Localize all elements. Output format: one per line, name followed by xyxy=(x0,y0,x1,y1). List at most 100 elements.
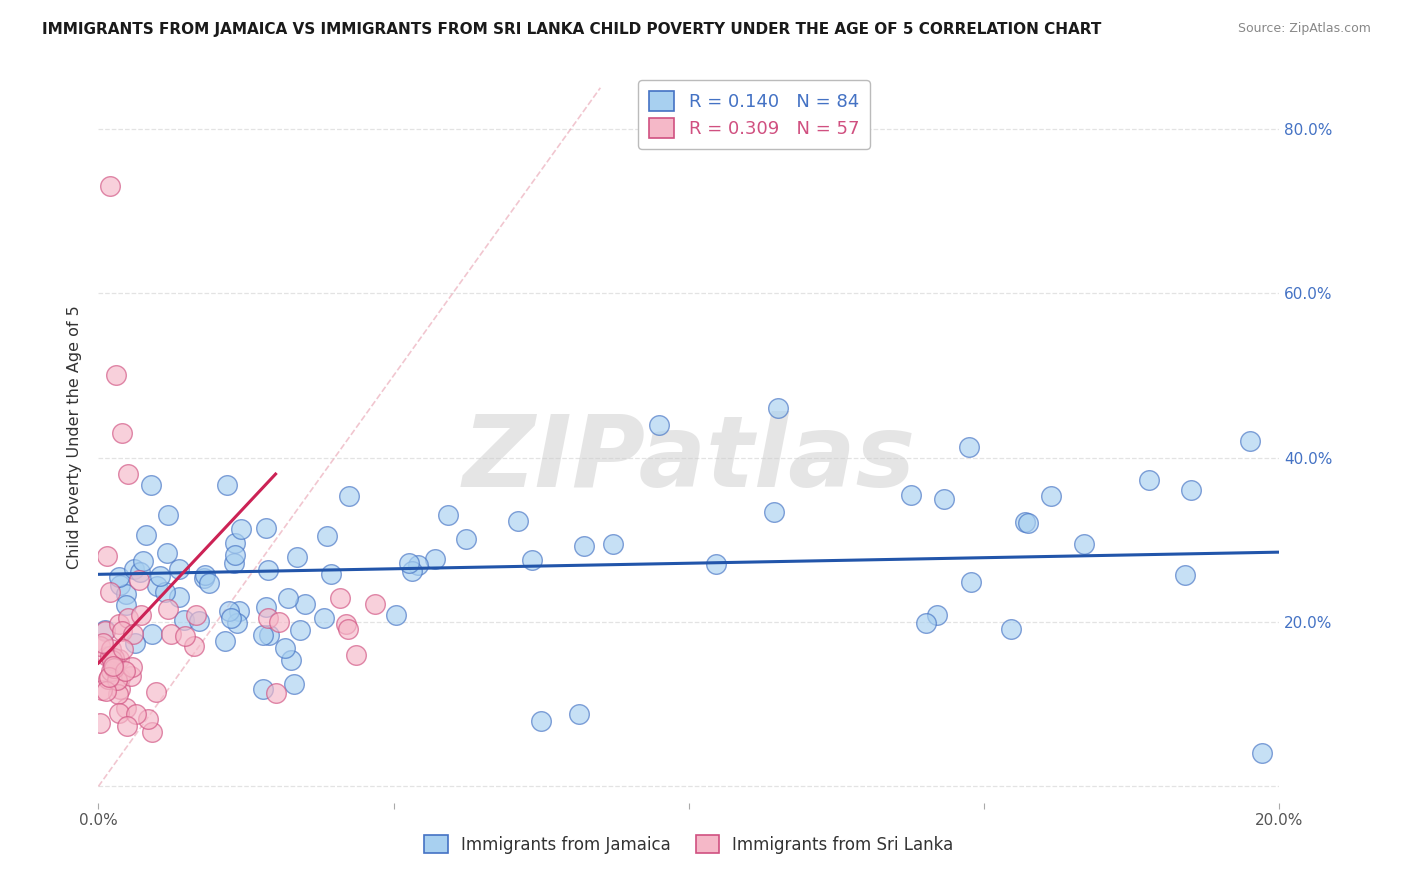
Point xyxy=(285,550,308,565)
Point xyxy=(108,671,131,685)
Point xyxy=(254,521,277,535)
Point xyxy=(114,700,136,714)
Point xyxy=(167,562,190,576)
Point xyxy=(915,616,938,631)
Point xyxy=(112,641,135,656)
Point xyxy=(100,642,122,657)
Point xyxy=(98,585,121,599)
Point xyxy=(602,537,624,551)
Point xyxy=(136,713,159,727)
Point xyxy=(103,661,125,675)
Point xyxy=(110,682,132,697)
Point xyxy=(1000,622,1022,636)
Point xyxy=(226,615,249,630)
Point xyxy=(145,685,167,699)
Point xyxy=(572,539,595,553)
Point xyxy=(1073,536,1095,550)
Point xyxy=(124,636,146,650)
Point xyxy=(193,571,215,585)
Point xyxy=(252,628,274,642)
Point xyxy=(141,724,163,739)
Point xyxy=(1239,434,1261,449)
Point xyxy=(141,627,163,641)
Point xyxy=(385,607,408,622)
Point xyxy=(155,584,177,599)
Point xyxy=(98,179,121,194)
Point xyxy=(934,492,956,507)
Point xyxy=(107,706,129,720)
Point xyxy=(101,658,124,673)
Point xyxy=(704,557,727,571)
Point xyxy=(215,478,238,492)
Point xyxy=(103,650,125,665)
Point xyxy=(135,528,157,542)
Point xyxy=(124,706,146,721)
Point xyxy=(157,508,180,522)
Point xyxy=(257,628,280,642)
Point xyxy=(763,505,786,519)
Point xyxy=(121,627,143,641)
Point xyxy=(329,591,352,605)
Point xyxy=(294,597,316,611)
Point xyxy=(132,554,155,568)
Point xyxy=(128,565,150,579)
Point xyxy=(900,488,922,502)
Text: ZIPatlas: ZIPatlas xyxy=(463,410,915,508)
Point xyxy=(520,553,543,567)
Point xyxy=(224,536,246,550)
Legend: Immigrants from Jamaica, Immigrants from Sri Lanka: Immigrants from Jamaica, Immigrants from… xyxy=(418,829,960,860)
Point xyxy=(344,648,367,662)
Point xyxy=(214,634,236,648)
Point xyxy=(274,641,297,656)
Point xyxy=(122,562,145,576)
Point xyxy=(254,599,277,614)
Y-axis label: Child Poverty Under the Age of 5: Child Poverty Under the Age of 5 xyxy=(67,305,83,569)
Point xyxy=(960,575,983,590)
Point xyxy=(173,629,195,643)
Point xyxy=(97,670,120,684)
Point xyxy=(146,579,169,593)
Text: Source: ZipAtlas.com: Source: ZipAtlas.com xyxy=(1237,22,1371,36)
Point xyxy=(184,608,207,623)
Point xyxy=(264,686,287,700)
Point xyxy=(1180,483,1202,498)
Point xyxy=(406,558,429,573)
Point xyxy=(107,688,129,702)
Point xyxy=(530,714,553,728)
Point xyxy=(100,664,122,678)
Point xyxy=(121,660,143,674)
Point xyxy=(89,640,111,654)
Point xyxy=(1174,567,1197,582)
Point xyxy=(96,549,118,564)
Point xyxy=(194,568,217,582)
Point xyxy=(105,368,128,383)
Point xyxy=(218,604,240,618)
Point xyxy=(149,569,172,583)
Point xyxy=(105,673,128,687)
Point xyxy=(97,672,120,686)
Point xyxy=(1017,516,1039,530)
Point xyxy=(280,652,302,666)
Point xyxy=(108,569,131,583)
Point xyxy=(228,604,250,618)
Point xyxy=(141,478,163,492)
Point xyxy=(98,648,121,663)
Point xyxy=(90,682,112,697)
Point xyxy=(117,611,139,625)
Point xyxy=(128,574,150,588)
Point xyxy=(319,566,342,581)
Point xyxy=(256,611,278,625)
Point xyxy=(187,615,209,629)
Point xyxy=(337,489,360,503)
Point xyxy=(108,617,131,632)
Point xyxy=(94,684,117,698)
Point xyxy=(648,417,671,432)
Point xyxy=(423,551,446,566)
Point xyxy=(437,508,460,522)
Point xyxy=(167,591,190,605)
Point xyxy=(89,716,111,731)
Point xyxy=(160,626,183,640)
Point xyxy=(336,623,359,637)
Text: IMMIGRANTS FROM JAMAICA VS IMMIGRANTS FROM SRI LANKA CHILD POVERTY UNDER THE AGE: IMMIGRANTS FROM JAMAICA VS IMMIGRANTS FR… xyxy=(42,22,1101,37)
Point xyxy=(335,617,357,632)
